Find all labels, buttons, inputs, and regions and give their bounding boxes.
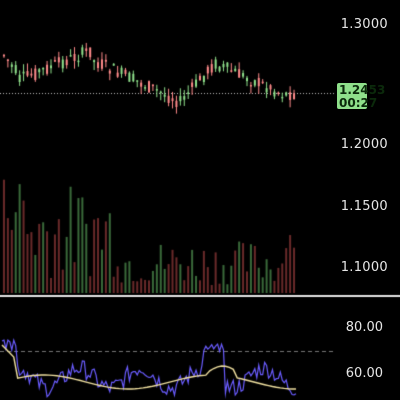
price-axis-tick: 1.3000: [340, 17, 388, 32]
price-axis-tick: 1.2000: [340, 137, 388, 152]
current-price-value: 1.2453: [339, 83, 386, 97]
current-price-tag: 1.2453 00:27: [337, 83, 385, 110]
candle-countdown: 00:27: [339, 96, 378, 110]
rsi-axis-tick: 60.00: [345, 366, 383, 381]
price-axis-tick: 1.1000: [340, 260, 388, 275]
rsi-axis-tick: 80.00: [345, 320, 383, 335]
price-axis-tick: 1.1500: [340, 199, 388, 214]
